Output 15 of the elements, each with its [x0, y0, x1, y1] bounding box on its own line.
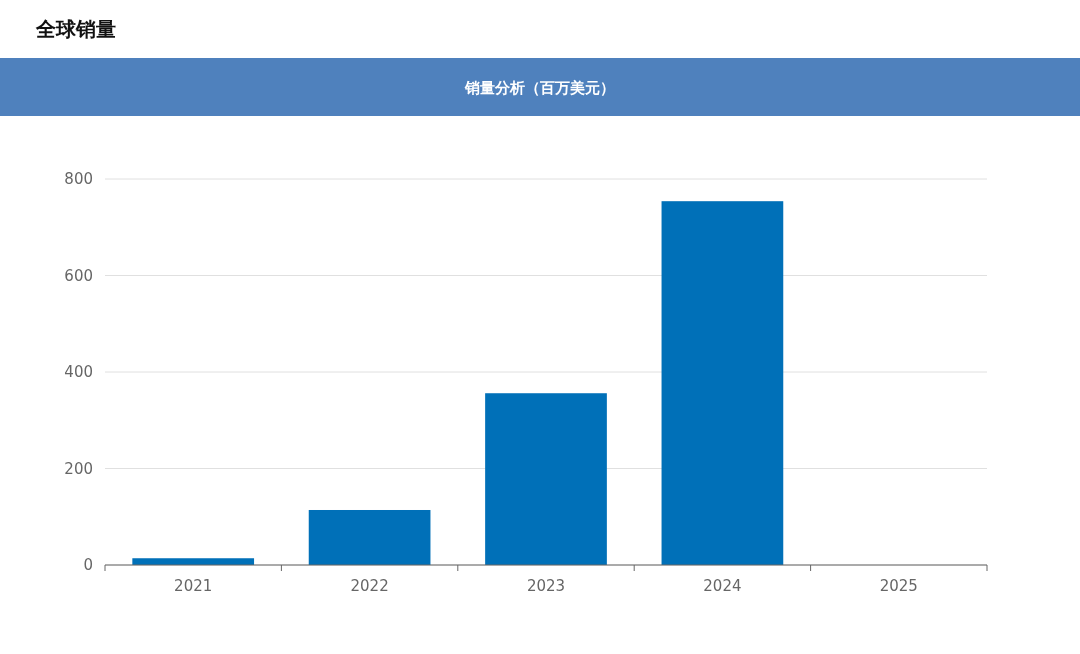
y-tick-label: 800 — [64, 170, 93, 189]
y-tick-label: 200 — [64, 459, 93, 478]
x-tick-label: 2025 — [879, 577, 918, 595]
x-tick-label: 2024 — [703, 577, 742, 595]
x-tick-label: 2021 — [174, 577, 213, 595]
chart-subtitle: 销量分析（百万美元） — [464, 79, 615, 97]
chart-title: 全球销量 — [35, 17, 116, 41]
bar — [485, 393, 607, 565]
bar — [308, 510, 431, 565]
x-tick-label: 2023 — [526, 577, 566, 595]
y-tick-label: 400 — [64, 363, 93, 382]
x-tick-label: 2022 — [350, 577, 389, 595]
bar — [661, 201, 784, 565]
y-tick-label: 600 — [64, 266, 93, 285]
y-tick-label: 0 — [83, 556, 93, 575]
